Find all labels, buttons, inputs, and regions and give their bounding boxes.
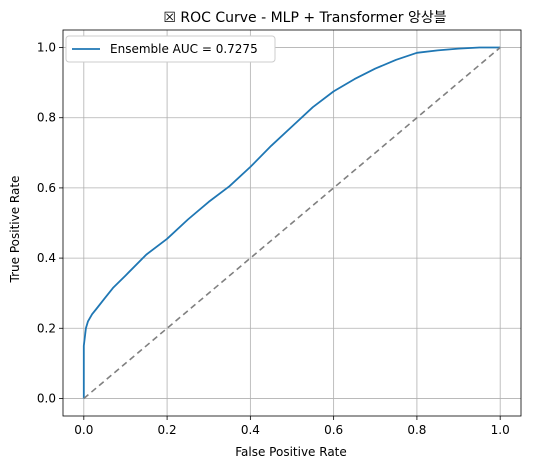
tick-layer: 0.0 0.2 0.4 0.6 0.8 1.0 0.0 0.2 0.4 0.6 0.8 1.0 xyxy=(37,41,510,437)
y-tick-label: 0.2 xyxy=(37,321,56,335)
x-tick-label: 0.2 xyxy=(158,423,177,437)
x-tick-label: 1.0 xyxy=(491,423,510,437)
y-tick-label: 0.4 xyxy=(37,251,56,265)
x-tick-label: 0.6 xyxy=(324,423,343,437)
x-axis-label: False Positive Rate xyxy=(235,445,347,459)
y-axis-label: True Positive Rate xyxy=(8,176,22,284)
roc-series-line xyxy=(82,46,501,399)
legend-entry-label: Ensemble AUC = 0.7275 xyxy=(110,42,258,56)
chart-title: ☒ ROC Curve - MLP + Transformer 앙상블 xyxy=(163,10,446,26)
chance-diagonal-line xyxy=(83,46,501,400)
legend: Ensemble AUC = 0.7275 xyxy=(65,35,276,63)
plot-area-frame xyxy=(62,29,522,417)
y-tick-label: 0.0 xyxy=(37,391,56,405)
y-tick-label: 0.6 xyxy=(37,181,56,195)
x-tick-label: 0.4 xyxy=(241,423,260,437)
y-tick-label: 0.8 xyxy=(37,111,56,125)
x-tick-label: 0.0 xyxy=(74,423,93,437)
series-layer xyxy=(82,46,501,400)
y-tick-label: 1.0 xyxy=(37,41,56,55)
x-tick-label: 0.8 xyxy=(407,423,426,437)
legend-box xyxy=(65,35,276,63)
